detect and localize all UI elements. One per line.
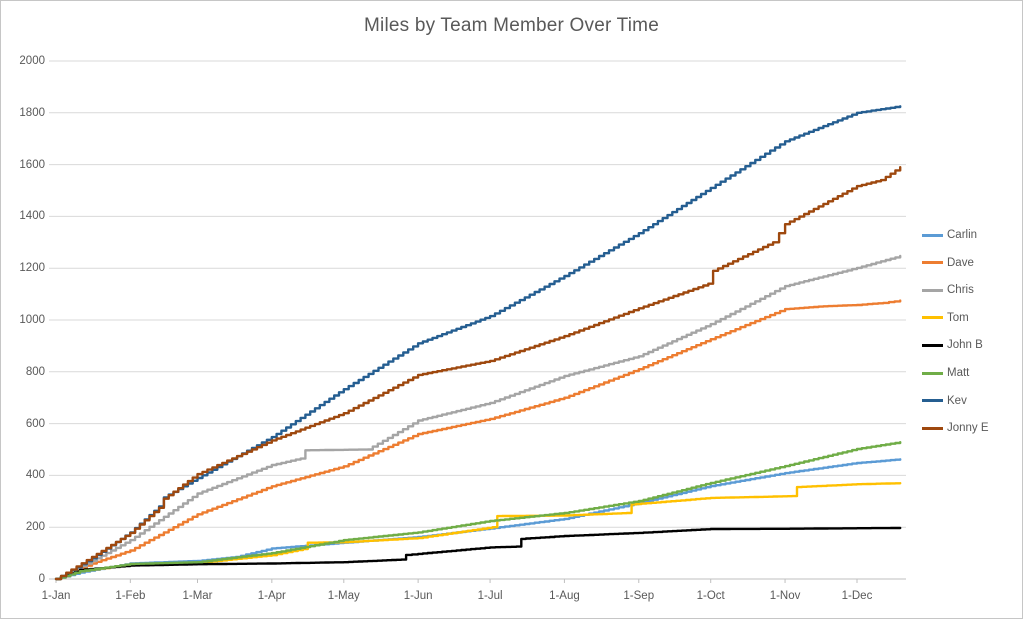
series-line-kev: [54, 105, 902, 581]
x-tick-label: 1-Mar: [182, 590, 213, 602]
x-tick-label: 1-Jul: [477, 590, 503, 602]
series-line-chris: [54, 254, 902, 581]
legend-item-carlin[interactable]: Carlin: [922, 228, 977, 242]
x-tick-label: 1-May: [327, 590, 360, 602]
x-tick-label: 1-Dec: [841, 590, 873, 602]
y-tick-label: 200: [25, 521, 45, 534]
y-tick-label: 0: [38, 573, 45, 585]
legend-line-swatch: [922, 426, 943, 430]
legend-item-matt[interactable]: Matt: [922, 366, 969, 380]
y-tick-label: 1400: [19, 210, 45, 223]
legend-label: Dave: [947, 256, 974, 269]
legend-line-swatch: [922, 288, 943, 292]
series-line-dave: [54, 299, 902, 581]
legend-line-swatch: [922, 343, 943, 347]
x-tick-label: 1-Feb: [115, 590, 146, 602]
chart-title: Miles by Team Member Over Time: [364, 15, 659, 36]
legend-label: John B: [947, 339, 983, 352]
legend-line-swatch: [922, 261, 943, 265]
legend-label: Carlin: [947, 229, 978, 241]
y-tick-label: 1800: [19, 106, 45, 119]
legend-label: Kev: [947, 394, 967, 407]
legend-item-kev[interactable]: Kev: [922, 394, 967, 408]
legend-item-john-b[interactable]: John B: [922, 338, 983, 352]
y-tick-label: 600: [25, 417, 45, 430]
series-line-jonny-e: [54, 166, 902, 581]
legend-item-chris[interactable]: Chris: [922, 283, 974, 297]
y-tick-label: 400: [25, 469, 45, 482]
legend-line-swatch: [922, 371, 943, 375]
x-tick-label: 1-Nov: [769, 590, 801, 602]
x-tick-label: 1-Oct: [696, 590, 725, 602]
series-line-carlin: [54, 458, 902, 581]
series-line-john-b: [54, 526, 902, 581]
legend-label: Jonny E: [947, 422, 989, 435]
series-line-matt: [54, 441, 902, 581]
y-tick-label: 1200: [19, 262, 45, 275]
y-tick-label: 1600: [19, 158, 45, 171]
legend-label: Matt: [947, 367, 970, 379]
legend-item-dave[interactable]: Dave: [922, 256, 974, 270]
legend-label: Tom: [947, 311, 969, 324]
x-tick-label: 1-Apr: [257, 590, 286, 602]
legend-item-tom[interactable]: Tom: [922, 311, 969, 325]
legend-line-swatch: [922, 316, 943, 320]
x-tick-label: 1-Sep: [623, 590, 655, 602]
y-tick-label: 1000: [19, 314, 45, 326]
x-tick-label: 1-Jan: [41, 590, 71, 602]
y-tick-label: 800: [25, 365, 45, 378]
legend-line-swatch: [922, 399, 943, 403]
x-tick-label: 1-Jun: [403, 590, 433, 602]
legend-label: Chris: [947, 284, 974, 297]
legend-item-jonny-e[interactable]: Jonny E: [922, 421, 989, 435]
x-tick-label: 1-Aug: [549, 590, 580, 602]
legend-line-swatch: [922, 233, 943, 237]
y-tick-label: 2000: [19, 55, 45, 67]
